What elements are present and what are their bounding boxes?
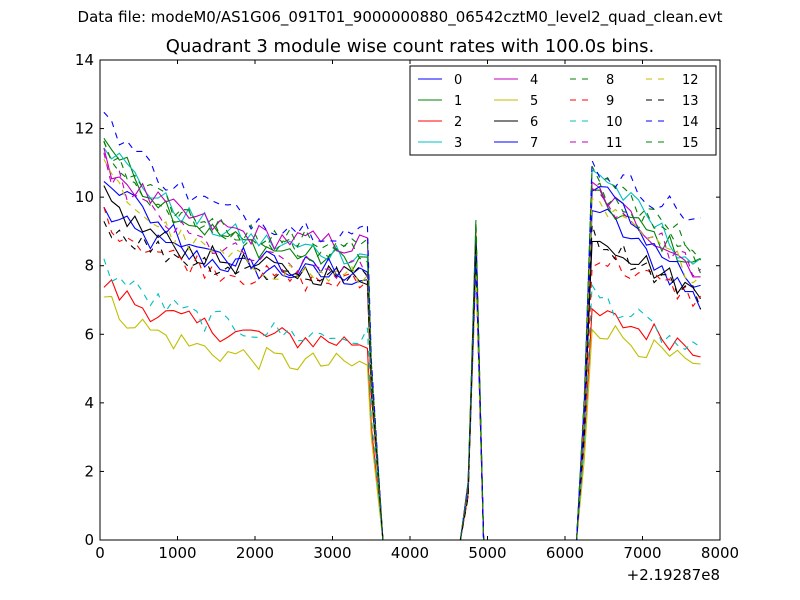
y-tick-label: 0 bbox=[84, 531, 94, 549]
legend-label: 1 bbox=[454, 94, 462, 109]
legend-label: 15 bbox=[682, 136, 699, 151]
x-tick-label: 3000 bbox=[313, 544, 351, 562]
series-line-1 bbox=[103, 137, 701, 541]
series-line-3 bbox=[103, 147, 701, 541]
x-offset-label: +2.19287e8 bbox=[627, 566, 720, 584]
series-line-8 bbox=[103, 141, 702, 541]
legend-label: 13 bbox=[682, 94, 699, 109]
legend-label: 3 bbox=[454, 136, 462, 151]
figure-suptitle: Data file: modeM0/AS1G06_091T01_90000008… bbox=[77, 8, 723, 26]
y-tick-label: 4 bbox=[84, 394, 94, 412]
legend-label: 5 bbox=[530, 94, 538, 109]
series-line-6 bbox=[103, 185, 702, 541]
legend-label: 7 bbox=[530, 136, 538, 151]
series-line-2 bbox=[103, 242, 701, 541]
x-tick-label: 7000 bbox=[623, 544, 661, 562]
series-line-7 bbox=[103, 180, 701, 541]
series-line-5 bbox=[103, 233, 701, 541]
series-line-4 bbox=[103, 147, 701, 541]
axis-layer: 0 1000 2000 3000 4000 5000 6000 7000 80000246810… bbox=[75, 51, 739, 562]
y-tick-label: 8 bbox=[84, 257, 94, 275]
series-line-10 bbox=[103, 258, 701, 541]
y-tick-label: 12 bbox=[75, 120, 94, 138]
legend-label: 4 bbox=[530, 73, 538, 88]
legend-label: 6 bbox=[530, 115, 538, 130]
series-line-13 bbox=[103, 221, 702, 541]
x-tick-label: 6000 bbox=[546, 544, 584, 562]
y-tick-label: 14 bbox=[75, 51, 94, 69]
legend-label: 14 bbox=[682, 115, 699, 130]
series-line-9 bbox=[103, 206, 702, 541]
y-tick-label: 2 bbox=[84, 462, 94, 480]
y-tick-label: 6 bbox=[84, 325, 94, 343]
legend-box bbox=[409, 65, 717, 156]
series-layer bbox=[103, 111, 702, 541]
series-line-14 bbox=[103, 111, 701, 541]
x-tick-label: 4000 bbox=[391, 544, 429, 562]
x-tick-label: 2000 bbox=[236, 544, 274, 562]
legend-label: 2 bbox=[454, 115, 462, 130]
x-tick-label: 0 bbox=[95, 544, 105, 562]
legend-label: 10 bbox=[606, 115, 623, 130]
legend-label: 8 bbox=[606, 73, 614, 88]
series-line-11 bbox=[103, 152, 701, 541]
legend-label: 0 bbox=[454, 73, 462, 88]
x-tick-label: 1000 bbox=[158, 544, 196, 562]
x-tick-label: 5000 bbox=[468, 544, 506, 562]
legend-label: 9 bbox=[606, 94, 614, 109]
legend-label: 12 bbox=[682, 73, 699, 88]
y-tick-label: 10 bbox=[75, 188, 94, 206]
x-tick-label: 8000 bbox=[701, 544, 739, 562]
series-line-0 bbox=[103, 206, 702, 541]
chart-title: Quadrant 3 module wise count rates with … bbox=[165, 36, 655, 57]
legend-label: 11 bbox=[606, 136, 623, 151]
